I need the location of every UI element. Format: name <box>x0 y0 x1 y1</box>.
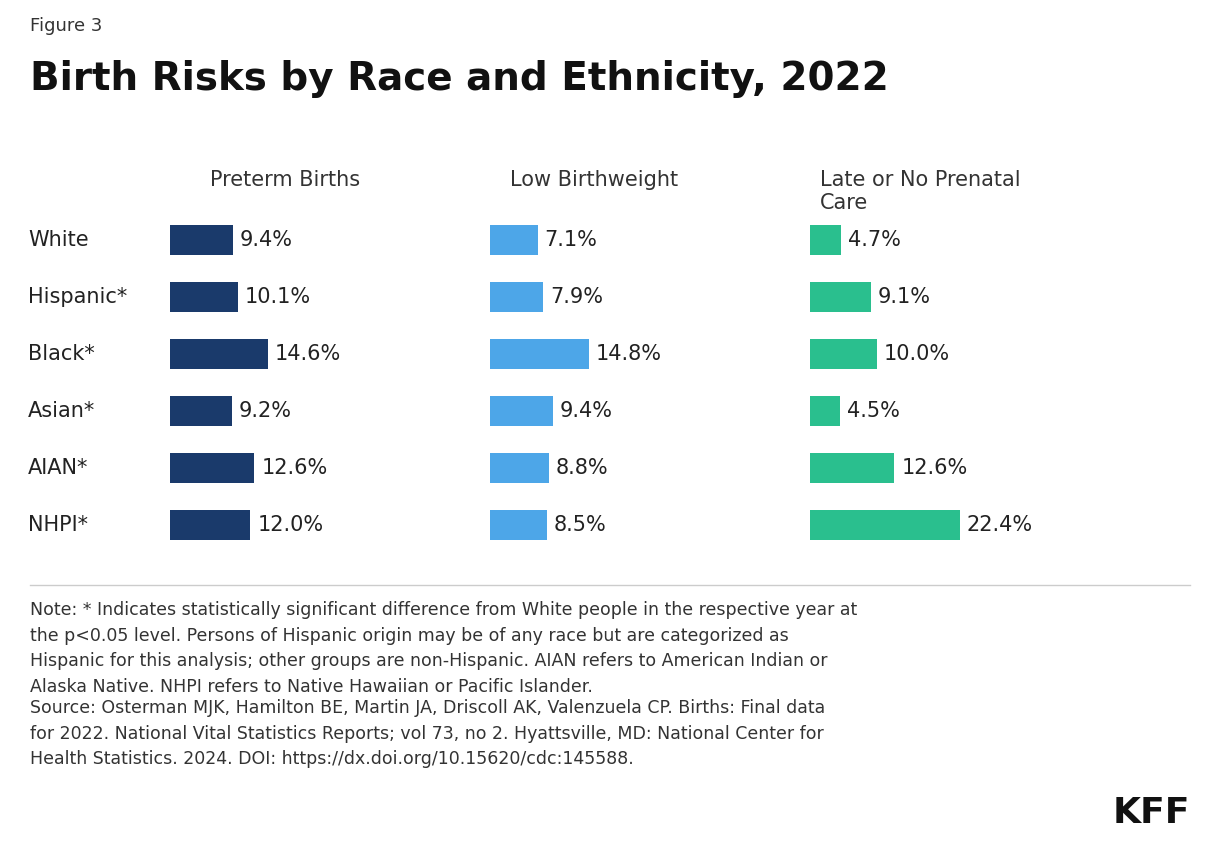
Text: 9.1%: 9.1% <box>878 287 931 307</box>
Text: 12.6%: 12.6% <box>902 458 967 478</box>
Text: 14.8%: 14.8% <box>597 344 662 364</box>
Text: 12.0%: 12.0% <box>257 515 323 535</box>
Bar <box>490 339 589 369</box>
Bar <box>810 453 894 483</box>
Text: 4.7%: 4.7% <box>848 230 902 250</box>
Text: 8.5%: 8.5% <box>554 515 606 535</box>
Bar <box>170 225 233 255</box>
Bar <box>490 510 547 540</box>
Text: Note: * Indicates statistically significant difference from White people in the : Note: * Indicates statistically signific… <box>30 601 858 696</box>
Bar <box>490 453 549 483</box>
Text: 14.6%: 14.6% <box>274 344 342 364</box>
Bar <box>170 510 250 540</box>
Text: Low Birthweight: Low Birthweight <box>510 170 678 190</box>
Bar <box>490 282 543 312</box>
Bar <box>170 282 238 312</box>
Bar <box>810 282 871 312</box>
Bar <box>490 225 538 255</box>
Text: Figure 3: Figure 3 <box>30 17 102 35</box>
Text: 10.1%: 10.1% <box>245 287 311 307</box>
Text: Source: Osterman MJK, Hamilton BE, Martin JA, Driscoll AK, Valenzuela CP. Births: Source: Osterman MJK, Hamilton BE, Marti… <box>30 699 825 768</box>
Text: 12.6%: 12.6% <box>261 458 328 478</box>
Bar <box>170 339 267 369</box>
Text: 7.1%: 7.1% <box>544 230 598 250</box>
Text: Birth Risks by Race and Ethnicity, 2022: Birth Risks by Race and Ethnicity, 2022 <box>30 60 888 98</box>
Text: Asian*: Asian* <box>28 401 95 421</box>
Text: 9.4%: 9.4% <box>240 230 293 250</box>
Text: 9.4%: 9.4% <box>560 401 612 421</box>
Text: NHPI*: NHPI* <box>28 515 88 535</box>
Bar <box>810 339 877 369</box>
Bar <box>810 225 842 255</box>
Bar <box>810 396 841 426</box>
Text: Hispanic*: Hispanic* <box>28 287 127 307</box>
Text: 8.8%: 8.8% <box>556 458 609 478</box>
Text: KFF: KFF <box>1113 796 1190 830</box>
Text: 10.0%: 10.0% <box>884 344 950 364</box>
Text: 22.4%: 22.4% <box>967 515 1033 535</box>
Text: Black*: Black* <box>28 344 95 364</box>
Bar <box>810 510 960 540</box>
Text: 7.9%: 7.9% <box>550 287 603 307</box>
Bar <box>490 396 553 426</box>
Text: 4.5%: 4.5% <box>847 401 900 421</box>
Text: 9.2%: 9.2% <box>239 401 292 421</box>
Text: Preterm Births: Preterm Births <box>210 170 360 190</box>
Text: AIAN*: AIAN* <box>28 458 88 478</box>
Bar <box>170 453 255 483</box>
Text: Late or No Prenatal
Care: Late or No Prenatal Care <box>820 170 1021 213</box>
Text: White: White <box>28 230 89 250</box>
Bar <box>170 396 232 426</box>
